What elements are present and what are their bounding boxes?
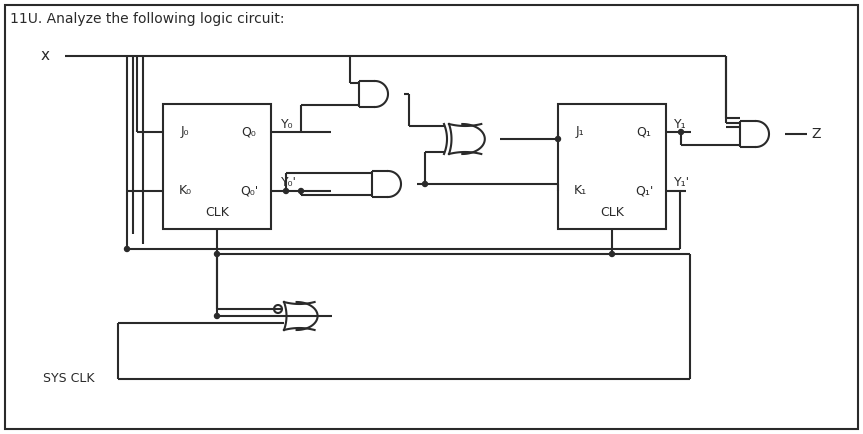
Text: CLK: CLK <box>205 207 229 220</box>
Circle shape <box>423 181 427 187</box>
Text: Y₀: Y₀ <box>281 118 293 131</box>
Text: K₀: K₀ <box>179 184 192 197</box>
Circle shape <box>215 313 219 319</box>
Text: Q₁: Q₁ <box>637 125 652 138</box>
Bar <box>163 104 271 229</box>
Text: SYS CLK: SYS CLK <box>43 372 95 385</box>
Circle shape <box>284 188 288 194</box>
Text: Q₁': Q₁' <box>635 184 653 197</box>
Text: Q₀: Q₀ <box>242 125 256 138</box>
Circle shape <box>678 129 683 135</box>
Text: 11U. Analyze the following logic circuit:: 11U. Analyze the following logic circuit… <box>10 12 285 26</box>
Text: Y₁': Y₁' <box>674 177 690 190</box>
Circle shape <box>124 247 129 251</box>
Text: Z: Z <box>811 127 821 141</box>
Text: CLK: CLK <box>600 207 624 220</box>
Text: K₁: K₁ <box>573 184 587 197</box>
Text: J₀: J₀ <box>180 125 189 138</box>
Circle shape <box>274 305 282 313</box>
Text: Y₀': Y₀' <box>281 177 297 190</box>
Text: Y₁: Y₁ <box>674 118 687 131</box>
Circle shape <box>609 251 614 256</box>
Circle shape <box>215 251 219 256</box>
Text: Q₀': Q₀' <box>240 184 258 197</box>
Bar <box>558 104 666 229</box>
Text: x: x <box>41 49 49 63</box>
Circle shape <box>299 188 304 194</box>
Circle shape <box>556 137 560 141</box>
Text: J₁: J₁ <box>576 125 584 138</box>
